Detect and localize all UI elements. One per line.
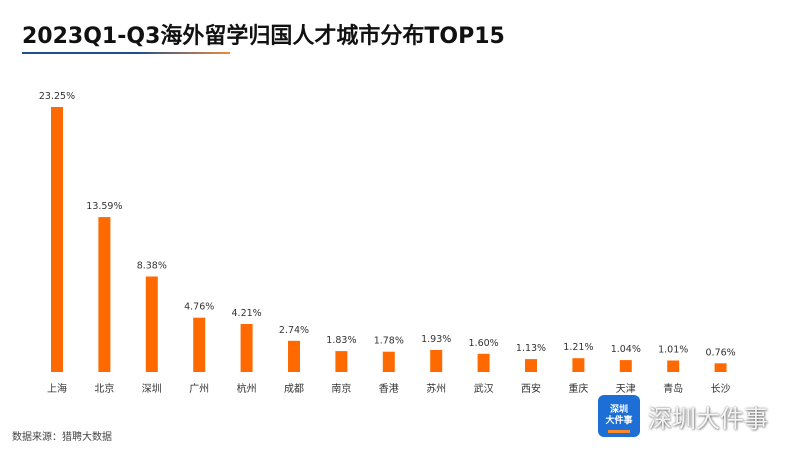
watermark-text: 深圳大件事: [648, 404, 768, 433]
category-label-9: 武汉: [474, 382, 494, 395]
category-label-4: 杭州: [237, 382, 257, 395]
bar-value-label-8: 1.93%: [421, 334, 451, 345]
bar-value-label-14: 0.76%: [706, 347, 736, 358]
category-label-6: 南京: [331, 382, 351, 395]
bar-13: [667, 360, 680, 372]
bar-14: [714, 363, 727, 372]
data-source-note: 数据来源：猎聘大数据: [12, 432, 112, 443]
category-label-1: 北京: [94, 382, 114, 395]
bar-value-label-9: 1.60%: [469, 338, 499, 349]
watermark-logo-bar: [608, 430, 630, 433]
bar-value-label-0: 23.25%: [39, 91, 75, 102]
category-label-13: 青岛: [663, 382, 683, 395]
category-label-8: 苏州: [426, 382, 446, 395]
category-label-2: 深圳: [142, 383, 162, 395]
bar-11: [572, 358, 585, 372]
category-label-5: 成都: [284, 383, 304, 395]
bar-8: [430, 350, 443, 372]
watermark: 深圳 大件事 深圳大件事: [598, 394, 768, 438]
bar-2: [145, 276, 158, 372]
bar-value-label-12: 1.04%: [611, 344, 641, 355]
bar-value-label-4: 4.21%: [232, 308, 262, 319]
bar-7: [382, 351, 395, 372]
bar-value-label-1: 13.59%: [86, 201, 122, 212]
category-label-11: 重庆: [568, 382, 588, 395]
category-label-14: 长沙: [711, 383, 731, 395]
bar-value-label-10: 1.13%: [516, 343, 546, 354]
watermark-logo: 深圳 大件事: [598, 395, 640, 437]
bar-6: [335, 351, 348, 372]
watermark-logo-line1: 深圳: [609, 405, 628, 415]
bar-value-label-7: 1.78%: [374, 336, 404, 347]
bar-3: [193, 317, 206, 372]
category-label-12: 天津: [616, 383, 636, 395]
bar-value-label-11: 1.21%: [563, 342, 593, 353]
bar-1: [98, 217, 111, 372]
category-label-10: 西安: [521, 382, 541, 395]
bar-value-label-3: 4.76%: [184, 302, 214, 313]
bar-value-label-13: 1.01%: [658, 345, 688, 356]
watermark-logo-line2: 大件事: [605, 416, 633, 426]
category-label-0: 上海: [47, 382, 67, 395]
category-label-7: 香港: [379, 383, 399, 395]
bar-9: [477, 353, 490, 372]
bar-0: [51, 107, 63, 372]
bar-10: [525, 359, 537, 372]
chart-title: 2023Q1-Q3海外留学归国人才城市分布TOP15: [22, 24, 505, 49]
bar-12: [619, 360, 632, 372]
bar-value-label-5: 2.74%: [279, 325, 309, 336]
category-label-3: 广州: [189, 383, 209, 395]
bar-5: [288, 340, 300, 372]
title-underline: [22, 52, 230, 54]
bar-value-label-6: 1.83%: [326, 335, 356, 346]
bar-value-label-2: 8.38%: [137, 261, 167, 272]
bar-4: [240, 324, 253, 372]
